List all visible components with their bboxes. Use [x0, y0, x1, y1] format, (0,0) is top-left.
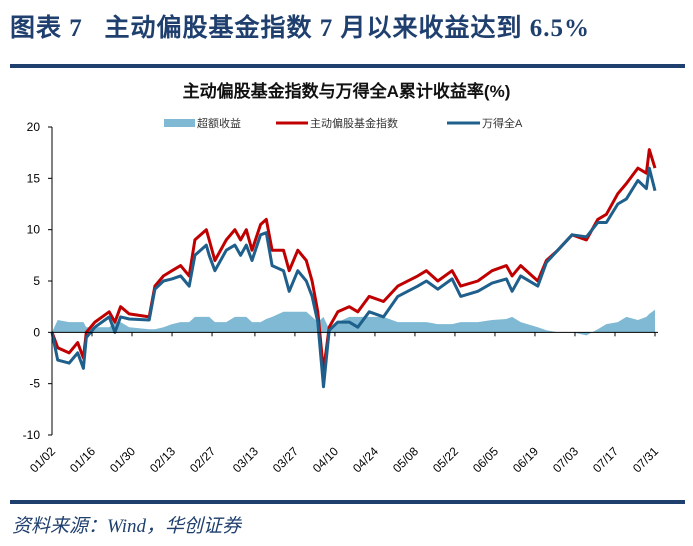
- x-tick-label: 07/31: [630, 444, 661, 475]
- x-tick-label: 02/13: [147, 444, 178, 475]
- x-tick-label: 01/30: [107, 444, 138, 475]
- x-tick-label: 04/24: [350, 444, 381, 475]
- x-tick-label: 05/22: [430, 444, 461, 475]
- x-tick-label: 03/13: [230, 444, 261, 475]
- x-tick-label: 01/16: [67, 444, 98, 475]
- legend-label-fund: 主动偏股基金指数: [310, 116, 398, 130]
- chart-title: 主动偏股基金指数与万得全A累计收益率(%): [182, 82, 511, 101]
- x-tick-label: 06/19: [510, 444, 541, 475]
- legend-label-excess: 超额收益: [197, 116, 241, 130]
- x-tick-label: 03/27: [270, 444, 301, 475]
- y-tick-label: 10: [27, 223, 41, 237]
- x-tick-label: 05/08: [390, 444, 421, 475]
- x-tick-label: 06/05: [470, 444, 501, 475]
- legend-label-wind-a: 万得全A: [482, 116, 523, 130]
- y-tick-label: 0: [33, 325, 40, 339]
- x-tick-label: 02/27: [187, 444, 218, 475]
- x-tick-label: 07/03: [550, 444, 581, 475]
- x-tick-label: 04/10: [310, 444, 341, 475]
- x-tick-label: 07/17: [590, 444, 621, 475]
- series-area-excess: [52, 309, 655, 336]
- source-note: 资料来源：Wind，华创证券: [12, 516, 242, 537]
- y-tick-label: 15: [27, 171, 41, 185]
- footer-rule: [10, 500, 685, 504]
- series-line-fund: [50, 148, 657, 373]
- y-tick-label: 5: [33, 274, 40, 288]
- y-tick-label: -10: [23, 428, 41, 442]
- series-line-wind-a: [50, 166, 657, 389]
- legend: 超额收益 主动偏股基金指数 万得全A: [164, 116, 523, 130]
- legend-swatch-excess: [164, 119, 195, 127]
- x-tick-label: 01/02: [27, 444, 58, 475]
- y-tick-label: -5: [29, 377, 40, 391]
- y-tick-label: 20: [27, 120, 41, 134]
- header-rule: [10, 64, 685, 68]
- figure-title: 图表 7 主动偏股基金指数 7 月以来收益达到 6.5%: [10, 15, 591, 42]
